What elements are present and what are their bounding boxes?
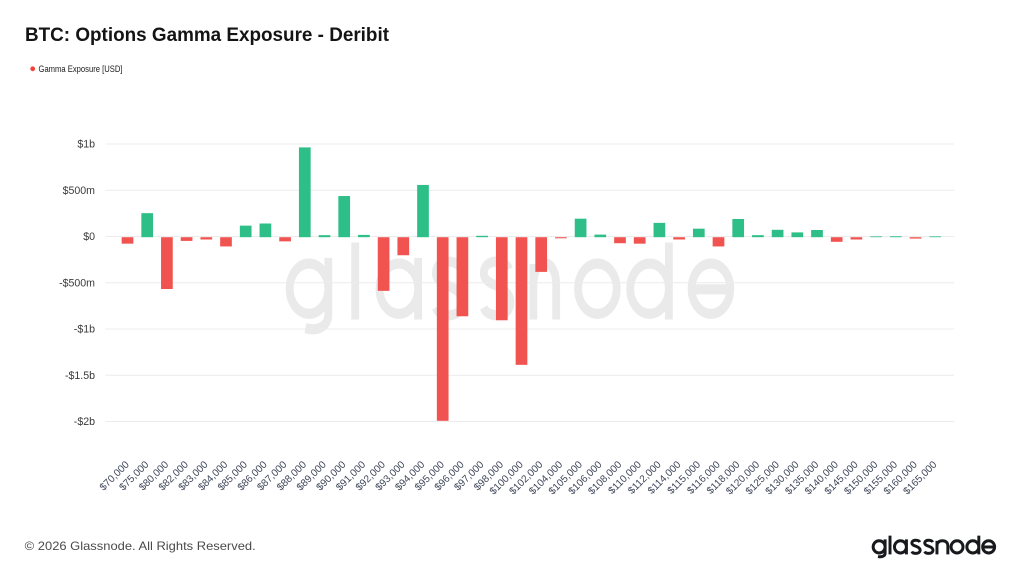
svg-text:-$1b: -$1b xyxy=(74,324,95,336)
svg-text:Gamma Exposure [USD]: Gamma Exposure [USD] xyxy=(39,64,123,74)
svg-text:-$2b: -$2b xyxy=(74,416,95,428)
svg-text:$500m: $500m xyxy=(63,185,96,197)
svg-text:-$500m: -$500m xyxy=(59,277,95,289)
svg-text:$0: $0 xyxy=(83,231,95,243)
svg-text:BTC: Options Gamma Exposure -: BTC: Options Gamma Exposure - Deribit xyxy=(25,25,390,46)
svg-text:-$1.5b: -$1.5b xyxy=(65,370,95,382)
svg-text:$1b: $1b xyxy=(77,139,95,151)
svg-text:© 2026 Glassnode. All Rights R: © 2026 Glassnode. All Rights Reserved. xyxy=(25,539,256,553)
